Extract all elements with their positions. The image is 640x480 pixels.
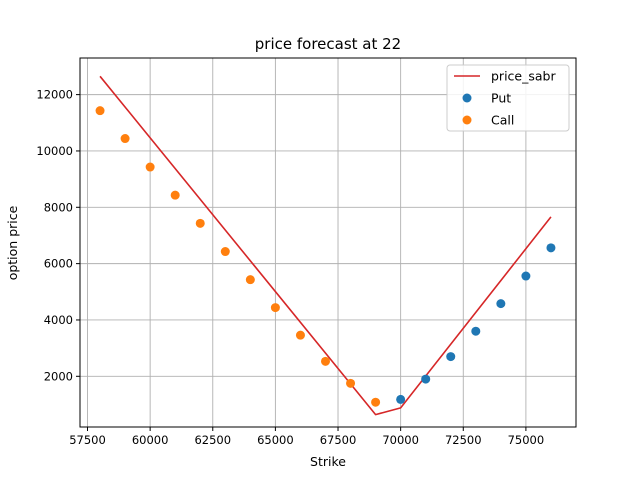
point-call bbox=[346, 378, 356, 388]
legend-label: Put bbox=[491, 91, 511, 106]
legend: price_sabr Put Call bbox=[446, 64, 570, 132]
y-tick-label: 10000 bbox=[36, 144, 73, 158]
x-tick-label: 62500 bbox=[194, 433, 231, 447]
x-tick-label: 75000 bbox=[508, 433, 545, 447]
point-put bbox=[471, 326, 481, 336]
y-tick-label: 6000 bbox=[44, 257, 73, 271]
point-put bbox=[421, 374, 431, 384]
legend-swatch-marker bbox=[462, 93, 472, 103]
series-line-price_sabr bbox=[99, 75, 552, 416]
legend-swatch-marker bbox=[462, 115, 472, 125]
x-tick-label: 60000 bbox=[132, 433, 169, 447]
point-call bbox=[195, 218, 205, 228]
x-tick-label: 65000 bbox=[257, 433, 294, 447]
legend-label: price_sabr bbox=[491, 69, 556, 84]
point-call bbox=[95, 106, 105, 116]
legend-label: Call bbox=[491, 113, 514, 128]
point-call bbox=[371, 397, 381, 407]
point-call bbox=[170, 190, 180, 200]
point-call bbox=[120, 134, 130, 144]
x-tick-label: 57500 bbox=[69, 433, 106, 447]
point-put bbox=[496, 299, 506, 309]
point-call bbox=[270, 303, 280, 313]
chart-title: price forecast at 22 bbox=[255, 35, 401, 53]
point-put bbox=[446, 352, 456, 362]
legend-box bbox=[446, 64, 570, 132]
point-put bbox=[546, 243, 556, 253]
point-put bbox=[396, 394, 406, 404]
y-tick-label: 12000 bbox=[36, 88, 73, 102]
point-call bbox=[245, 275, 255, 285]
x-tick-label: 67500 bbox=[320, 433, 357, 447]
x-axis: 57500 60000 62500 65000 67500 70000 72500 75000 bbox=[69, 427, 544, 447]
y-tick-label: 8000 bbox=[44, 200, 73, 214]
point-call bbox=[320, 356, 330, 366]
x-axis-label: Strike bbox=[310, 454, 346, 469]
y-axis: 2000 4000 6000 8000 10000 12000 bbox=[36, 88, 80, 383]
point-call bbox=[220, 247, 230, 257]
point-put bbox=[521, 271, 531, 281]
y-tick-label: 2000 bbox=[44, 369, 73, 383]
y-tick-label: 4000 bbox=[44, 313, 73, 327]
plot-frame bbox=[79, 57, 577, 428]
x-tick-label: 70000 bbox=[382, 433, 419, 447]
y-axis-label: option price bbox=[5, 205, 20, 280]
x-tick-label: 72500 bbox=[445, 433, 482, 447]
data-series bbox=[95, 75, 556, 416]
point-call bbox=[295, 330, 305, 340]
point-call bbox=[145, 162, 155, 172]
